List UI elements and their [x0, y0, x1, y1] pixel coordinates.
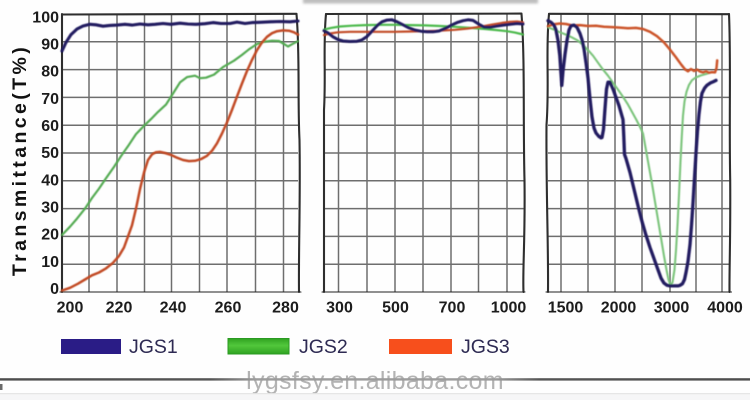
svg-text:JGS2: JGS2 [299, 336, 348, 358]
svg-text:JGS3: JGS3 [461, 336, 510, 358]
svg-text:JGS1: JGS1 [129, 336, 178, 358]
svg-text:10: 10 [41, 254, 59, 271]
svg-text:1000: 1000 [491, 300, 527, 317]
svg-text:20: 20 [41, 227, 59, 244]
svg-text:70: 70 [41, 91, 59, 108]
svg-text:1500: 1500 [548, 300, 584, 317]
svg-text:50: 50 [41, 145, 59, 162]
svg-text:2000: 2000 [601, 300, 637, 317]
svg-text:300: 300 [326, 300, 353, 317]
svg-text:240: 240 [160, 300, 187, 317]
svg-text:220: 220 [106, 300, 133, 317]
svg-text:Transmittance(T%): Transmittance(T%) [9, 44, 31, 276]
svg-text:200: 200 [57, 300, 84, 317]
svg-text:4000: 4000 [707, 300, 743, 317]
svg-text:700: 700 [439, 300, 466, 317]
svg-text:100: 100 [32, 9, 59, 26]
svg-text:3000: 3000 [654, 300, 690, 317]
svg-text:90: 90 [41, 37, 59, 54]
svg-text:260: 260 [215, 300, 242, 317]
svg-text:60: 60 [41, 118, 59, 135]
svg-text:80: 80 [41, 64, 59, 81]
svg-text:500: 500 [382, 300, 409, 317]
svg-text:40: 40 [41, 172, 59, 189]
svg-text:280: 280 [272, 300, 299, 317]
svg-text:lygsfsy.en.alibaba.com: lygsfsy.en.alibaba.com [246, 367, 504, 395]
svg-text:0: 0 [50, 281, 59, 298]
svg-text:30: 30 [41, 200, 59, 217]
